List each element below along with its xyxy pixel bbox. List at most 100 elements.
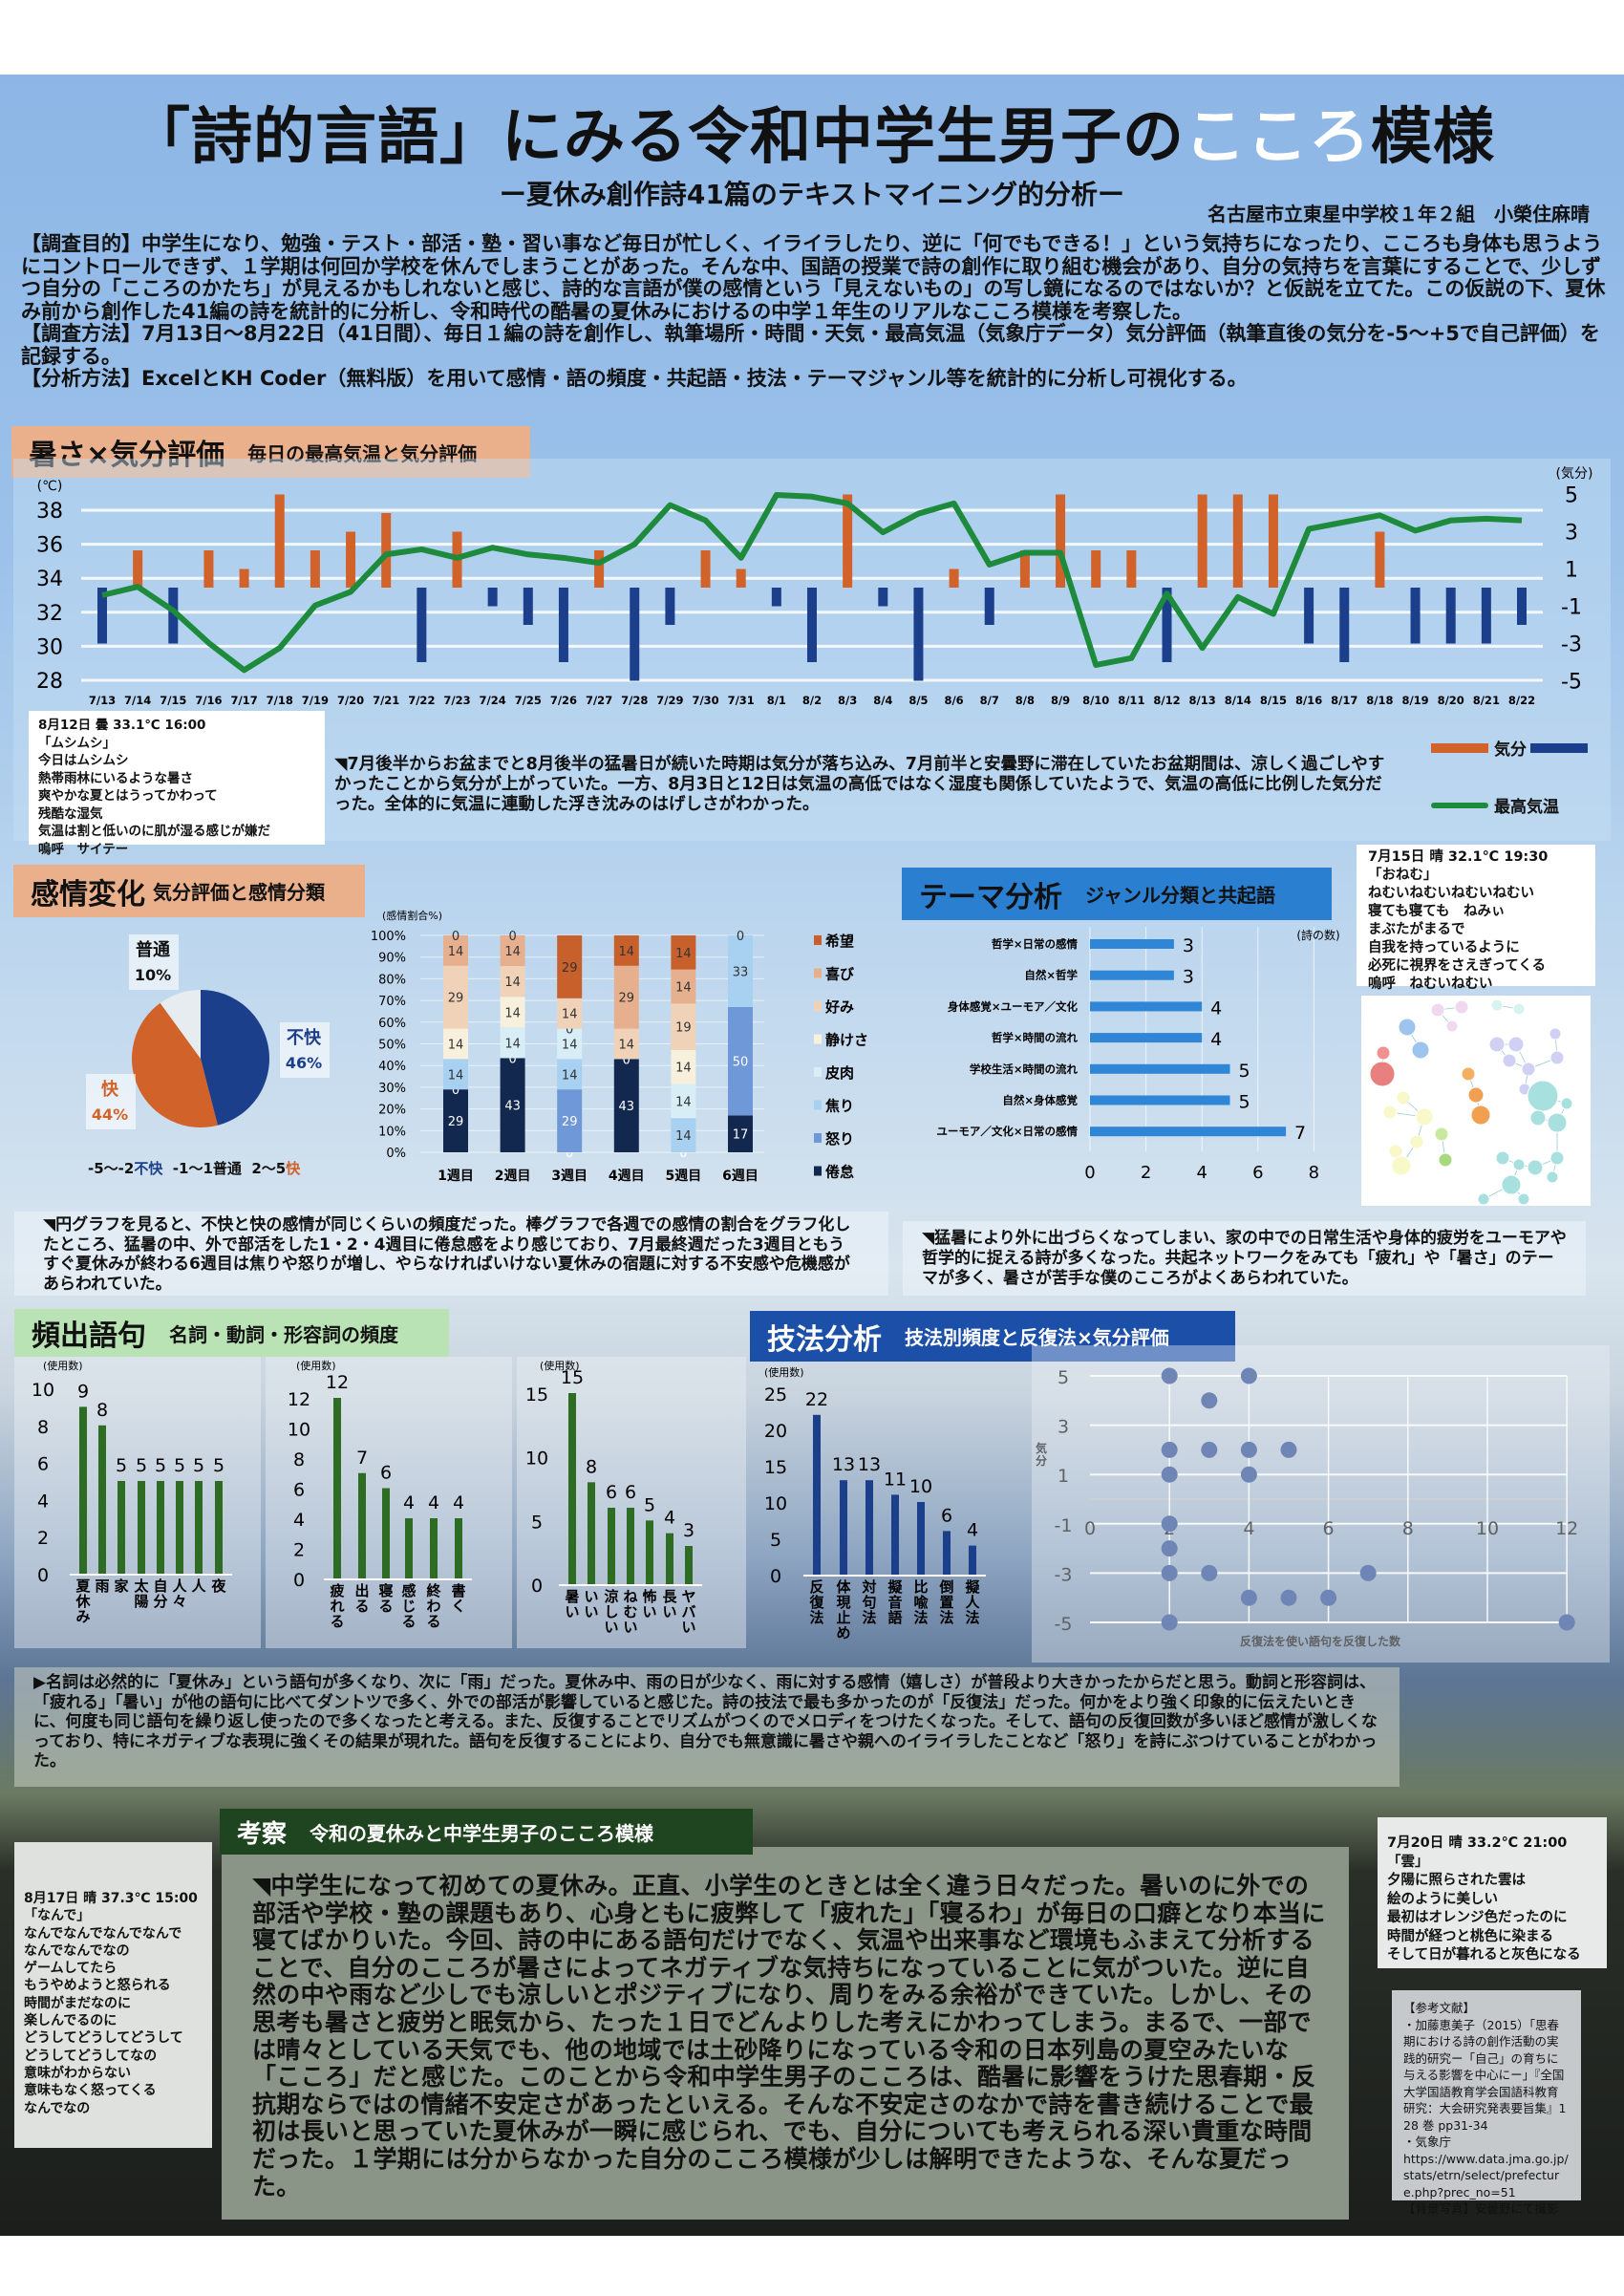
data-label: 8: [96, 1400, 108, 1421]
scatter-panel: [1032, 1345, 1610, 1663]
scatter-point: [1280, 1441, 1297, 1458]
x-tick-label: 終わる: [426, 1582, 441, 1630]
x-tick-label: 8/17: [1331, 694, 1357, 707]
x-tick-label: 2週目: [495, 1169, 531, 1184]
section-header-heat-mood: 暑さ×気分評価 毎日の最高気温と気分評価: [11, 426, 530, 478]
stack-segment-静けさ: [500, 997, 525, 1028]
data-label: 29: [448, 992, 464, 1006]
data-label: 12: [326, 1372, 349, 1393]
poem-line: 残酷な湿気: [38, 805, 103, 822]
data-label: 14: [619, 945, 635, 959]
stack-segment-皮肉: [500, 1027, 525, 1059]
data-label: 14: [675, 1062, 692, 1076]
y-tick: 80%: [378, 973, 406, 987]
poem-card-0812: 8月12日 曇 33.1℃ 16:00 「ムシムシ」 今日はムシムシ 熱帯雨林にいる…: [29, 711, 325, 857]
data-label: 4: [1210, 998, 1222, 1019]
legend-swatch: [814, 1067, 822, 1077]
x-tick-label: 8/18: [1366, 694, 1393, 707]
network-node: [1470, 1105, 1491, 1126]
data-label: 5: [1238, 1061, 1250, 1082]
network-node: [1488, 1036, 1506, 1053]
data-label: 3: [1183, 935, 1194, 956]
page-title: 「詩的言語」にみる令和中学生男子のこころ模様: [0, 88, 1624, 176]
network-node: [1477, 1192, 1490, 1206]
x-tick-label: 長い: [662, 1588, 677, 1620]
poem-line: もうやめようと怒られる: [24, 1978, 171, 1994]
y-tick-label: 哲学×時間の流れ: [992, 1031, 1079, 1044]
data-label: 13: [858, 1454, 881, 1475]
y-tick-label: 哲学×日常の感情: [992, 937, 1079, 951]
stack-segment-倦怠: [500, 1058, 525, 1152]
bar-夜: [215, 1481, 223, 1574]
bar-擬人法: [969, 1545, 976, 1575]
legend-swatch: [814, 968, 822, 978]
data-label: 5: [116, 1455, 127, 1476]
poem-lines: 「雲」 夕陽に照らされた雲は 絵のように美しい 最初はオレンジ色だったのに 時間が経つと…: [1387, 1854, 1597, 1965]
y-tick-label: ユーモア／文化×日常の感情: [936, 1125, 1078, 1138]
data-label: 10: [909, 1476, 932, 1497]
theme-bar: [1090, 1127, 1287, 1137]
data-label: 29: [619, 992, 635, 1006]
section-header-emotion: 感情変化 気分評価と感情分類: [13, 865, 365, 917]
x-tick-label: 6週目: [722, 1169, 759, 1184]
legend-swatch: [814, 1100, 822, 1110]
mood-bar-8/2: [807, 588, 817, 662]
legend-swatch: [814, 935, 822, 945]
pie-slice-不快: [201, 990, 270, 1126]
y-tick: -3: [1055, 1564, 1073, 1585]
legend-swatch-temperature: [1431, 803, 1488, 808]
bar-自分: [157, 1481, 164, 1574]
stack-segment-希望: [671, 935, 696, 970]
y-tick: 50%: [378, 1039, 406, 1053]
legend-swatch: [814, 1034, 822, 1044]
pie-value: 44%: [92, 1105, 128, 1124]
stack-segment-喜び: [671, 969, 696, 1004]
data-label: 14: [675, 1095, 692, 1109]
mood-bar-7/29: [665, 588, 675, 625]
y-tick: 5: [1058, 1367, 1069, 1388]
network-node: [1411, 1041, 1430, 1060]
x-tick-label: 8/4: [873, 694, 892, 707]
mood-bar-8/18: [1375, 531, 1385, 588]
bar-体現止め: [840, 1480, 847, 1575]
theme-bar-chart: 0 2 4 6 8 (詩の数) 哲学×日常の感情 3 自然×哲学 3 身体感覚×ユーモア／文化 4 哲学…: [936, 927, 1340, 1183]
network-node: [1445, 1019, 1459, 1033]
mood-bar-7/19: [310, 550, 320, 588]
y-tick-left: 38: [36, 500, 63, 524]
section-title: テーマ分析: [919, 880, 1062, 914]
section-header-frequent-words: 頻出語句 名詞・動詞・形容詞の頻度: [14, 1309, 449, 1357]
y-tick: 5: [770, 1530, 781, 1551]
x-tick: 8: [1402, 1518, 1414, 1539]
section3-comment: ◥猛暑により外に出づらくなってしまい、家の中での日常生活や身体的疲労をユーモアや…: [903, 1221, 1586, 1296]
pie-label-bg: [129, 934, 179, 990]
network-node: [1415, 1107, 1434, 1127]
data-label: 7: [1294, 1123, 1306, 1144]
mood-bar-7/17: [239, 569, 249, 588]
stack-segment-好み: [443, 965, 468, 1029]
x-tick-label: 7/20: [337, 694, 364, 707]
poem-lines: 「おねむ」 ねむいねむいねむいねむい 寝ても寝ても ねみぃ まぶたがまるで 自我を持って…: [1368, 867, 1584, 994]
poem-lines: 「ムシムシ」 今日はムシムシ 熱帯雨林にいるような暑さ 爽やかな夏とはうってかわって残…: [38, 735, 315, 859]
x-axis-label: 反復法を使い語句を反復した数: [1240, 1634, 1401, 1648]
x-tick-label: 出る: [354, 1582, 369, 1615]
data-label: 3: [1183, 967, 1194, 988]
x-tick-label: 7/28: [621, 694, 648, 707]
x-tick-label: 涼しい: [604, 1588, 618, 1636]
mood-bar-7/15: [168, 588, 179, 644]
references: 【参考文献】 ・加藤恵美子（2015）「思春期における詩の創作活動の実践的研究ー「…: [1392, 1990, 1581, 2216]
section1-comment: ◥7月後半からお盆までと8月後半の猛暑日が続いた時期は気分が落ち込み、7月前半と…: [334, 755, 1385, 814]
stack-segment-好み: [557, 998, 583, 1029]
data-label: 14: [619, 1039, 635, 1053]
scatter-point: [1161, 1367, 1178, 1384]
data-label: 5: [213, 1455, 224, 1476]
mood-bar-7/16: [203, 550, 214, 588]
stack-segment-喜び: [500, 935, 525, 967]
mood-bar-8/8: [1019, 550, 1030, 588]
data-label: 5: [136, 1455, 147, 1476]
x-tick-label: 8/20: [1438, 694, 1464, 707]
data-label: 14: [675, 1129, 692, 1144]
bar-書く: [455, 1518, 462, 1578]
stack-segment-静けさ: [443, 1028, 468, 1060]
network-node: [1490, 998, 1504, 1012]
